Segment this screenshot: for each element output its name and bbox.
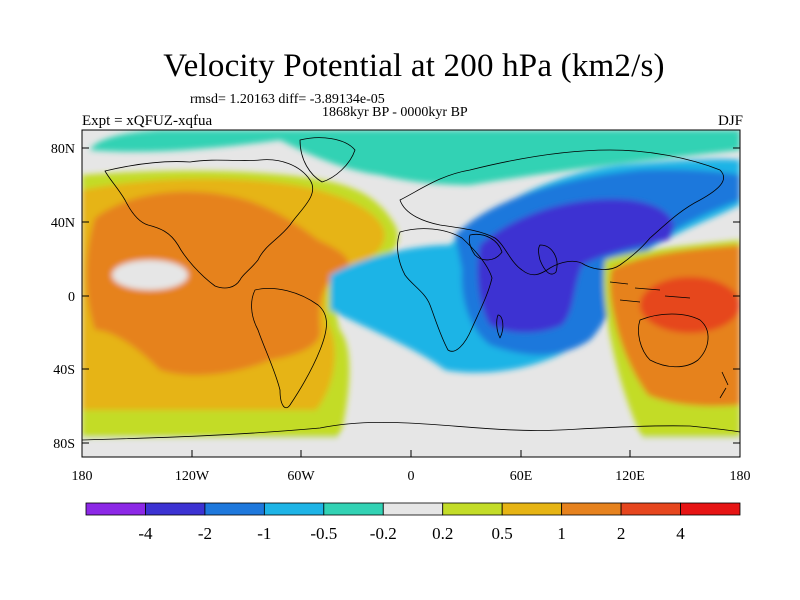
lon-label-180-east: 180 [730,469,751,484]
colorbar-swatch [263,502,325,516]
lon-label-0: 0 [408,469,415,484]
colorbar-label: 1 [557,524,566,543]
colorbar-label: 0.5 [492,524,513,543]
colorbar-swatch [680,502,741,516]
season-label: DJF [717,113,743,129]
field-pacific-red [640,277,740,333]
coast-south-america [251,287,327,409]
colorbar-swatch [382,502,444,516]
coast-antarctica [82,421,740,441]
colorbar-label: -1 [257,524,271,543]
colorbar-label: 0.2 [432,524,453,543]
lat-label-equator: 0 [68,290,75,305]
coast-madagascar [496,314,504,339]
lon-label-180-west: 180 [72,469,93,484]
colorbar-swatch [561,502,622,516]
map-field [82,130,740,457]
field-west-minimum [112,260,188,290]
map-title: Velocity Potential at 200 hPa (km2/s) [163,48,665,84]
colorbar-swatch [620,502,681,516]
colorbar-labels: -4 -2 -1 -0.5 -0.2 0.2 0.5 1 2 4 [138,524,685,543]
colorbar-label: 4 [676,524,685,543]
lat-label-40n: 40N [51,216,75,231]
lat-label-80s: 80S [53,437,75,452]
rmsd-stats: rmsd= 1.20163 diff= -3.89134e-05 [190,92,385,107]
field-north-teal [90,130,740,185]
lat-label-40s: 40S [53,363,75,378]
longitude-labels: 180 120W 60W 0 60E 120E 180 [72,469,751,484]
coast-north-america [104,159,313,289]
field-south-pole [82,438,740,457]
colorbar-label: -0.5 [310,524,337,543]
colorbar-label: -4 [138,524,153,543]
lon-label-120e: 120E [615,469,645,484]
axis-ticks [81,147,741,457]
coast-australia [638,313,709,368]
colorbar [85,502,741,516]
colorbar-swatch [442,502,503,516]
colorbar-label: 2 [617,524,626,543]
coast-europe-asia [399,149,725,276]
colorbar-swatch [323,502,384,516]
colorbar-label: -2 [198,524,212,543]
lon-label-60w: 60W [287,469,315,484]
colorbar-swatch [145,502,206,516]
colorbar-swatch [501,502,563,516]
lon-label-60e: 60E [510,469,533,484]
coast-maritime-continent [609,281,691,303]
coastlines [82,137,740,441]
coast-arabia [468,233,503,261]
field-west-orange [86,191,349,376]
coast-greenland [299,137,356,183]
coast-india [538,244,558,275]
experiment-label: Expt = xQFUZ-xqfua [82,113,213,129]
lon-label-120w: 120W [175,469,210,484]
field-east-dark-blue [477,199,674,333]
time-period: 1868kyr BP - 0000kyr BP [322,105,468,120]
coast-africa [397,228,493,352]
latitude-labels: 80N 40N 0 40S 80S [51,142,75,452]
colorbar-swatch [204,502,265,516]
coast-new-zealand [719,371,729,399]
field-pacific-orange-lobe [634,334,662,350]
colorbar-swatch [85,502,146,516]
colorbar-label: -0.2 [370,524,397,543]
lat-label-80n: 80N [51,142,75,157]
